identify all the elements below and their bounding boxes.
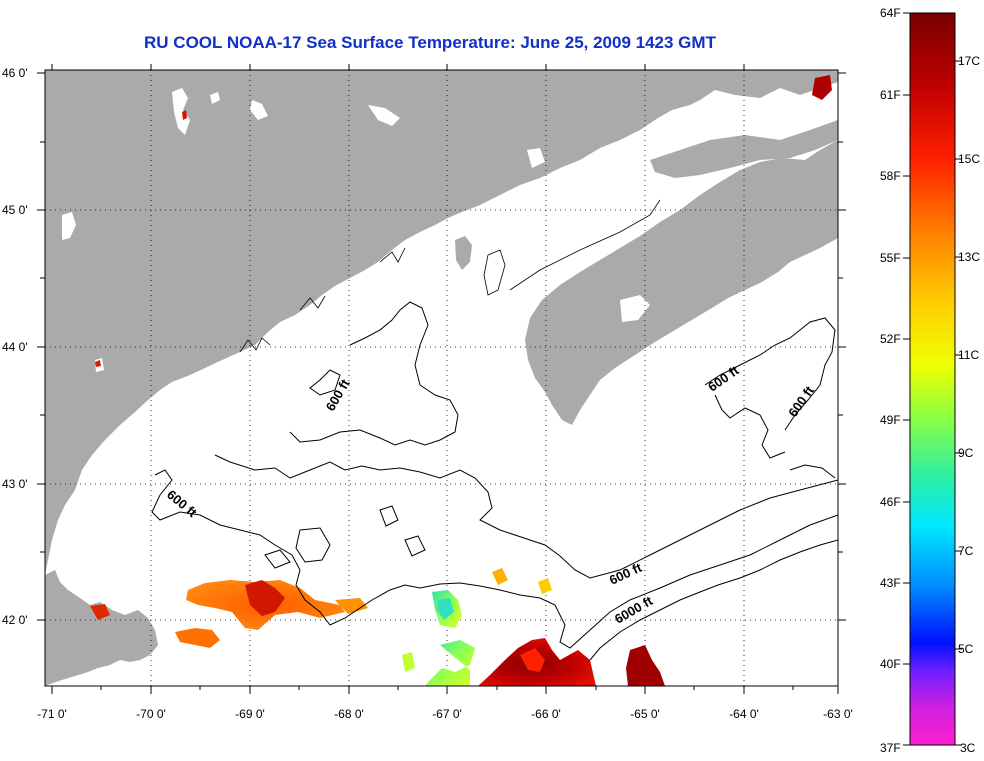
lon-label: -67 0' xyxy=(432,707,462,721)
lon-label: -64 0' xyxy=(729,707,759,721)
land-new-brunswick-east xyxy=(650,120,838,178)
colorbar-c-label: 3C xyxy=(960,741,976,755)
land-nova-scotia xyxy=(525,140,838,425)
colorbar-c-label: 17C xyxy=(958,54,980,68)
map-grid xyxy=(45,70,838,686)
lon-label: -66 0' xyxy=(531,707,561,721)
depth-contours xyxy=(151,301,838,661)
land-island xyxy=(455,236,472,270)
colorbar-f-label: 58F xyxy=(880,169,901,183)
lat-label: 45 0' xyxy=(2,203,28,217)
lat-label: 43 0' xyxy=(2,477,28,491)
colorbar-f-label: 49F xyxy=(880,413,901,427)
land-mainland xyxy=(45,70,838,575)
axis-ticks xyxy=(37,64,846,694)
lat-label: 44 0' xyxy=(2,340,28,354)
sst-data xyxy=(90,75,832,686)
lat-label: 46 0' xyxy=(2,66,28,80)
lon-label: -63 0' xyxy=(823,707,853,721)
colorbar-f-label: 46F xyxy=(880,495,901,509)
shoreline-detail xyxy=(239,199,661,353)
colorbar-f-label: 55F xyxy=(880,251,901,265)
colorbar-f-label: 52F xyxy=(880,332,901,346)
land-cape-cod xyxy=(45,570,158,686)
lon-label: -65 0' xyxy=(630,707,660,721)
lon-label: -71 0' xyxy=(37,707,67,721)
colorbar-c-label: 7C xyxy=(958,544,974,558)
lon-label: -69 0' xyxy=(235,707,265,721)
colorbar-f-label: 37F xyxy=(880,741,901,755)
colorbar-f-label: 40F xyxy=(880,657,901,671)
map-frame xyxy=(44,69,839,687)
map-area: 600 ft 600 ft 600 ft 600 ft 600 ft 6000 … xyxy=(45,70,838,686)
colorbar-f-label: 43F xyxy=(880,576,901,590)
colorbar-c-label: 13C xyxy=(958,250,980,264)
colorbar-gradient xyxy=(909,12,956,746)
colorbar-c-label: 15C xyxy=(958,152,980,166)
colorbar-c-label: 5C xyxy=(958,642,974,656)
colorbar-f-label: 61F xyxy=(880,88,901,102)
lat-label: 42 0' xyxy=(2,613,28,627)
colorbar-f-label: 64F xyxy=(880,6,901,20)
lon-tick-labels: -71 0' -70 0' -69 0' -68 0' -67 0' -66 0… xyxy=(37,707,853,721)
colorbar-c-label: 11C xyxy=(958,348,979,362)
lon-label: -70 0' xyxy=(136,707,166,721)
lat-tick-labels: 46 0' 45 0' 44 0' 43 0' 42 0' xyxy=(2,66,28,627)
colorbar-c-label: 9C xyxy=(958,446,974,460)
colorbar: 64F 61F 58F 55F 52F 49F 46F 43F 40F 37F … xyxy=(880,6,980,755)
colorbar-ticks xyxy=(903,12,962,746)
lon-label: -68 0' xyxy=(334,707,364,721)
inland-lakes xyxy=(62,88,650,372)
map-title: RU COOL NOAA-17 Sea Surface Temperature:… xyxy=(144,33,716,52)
